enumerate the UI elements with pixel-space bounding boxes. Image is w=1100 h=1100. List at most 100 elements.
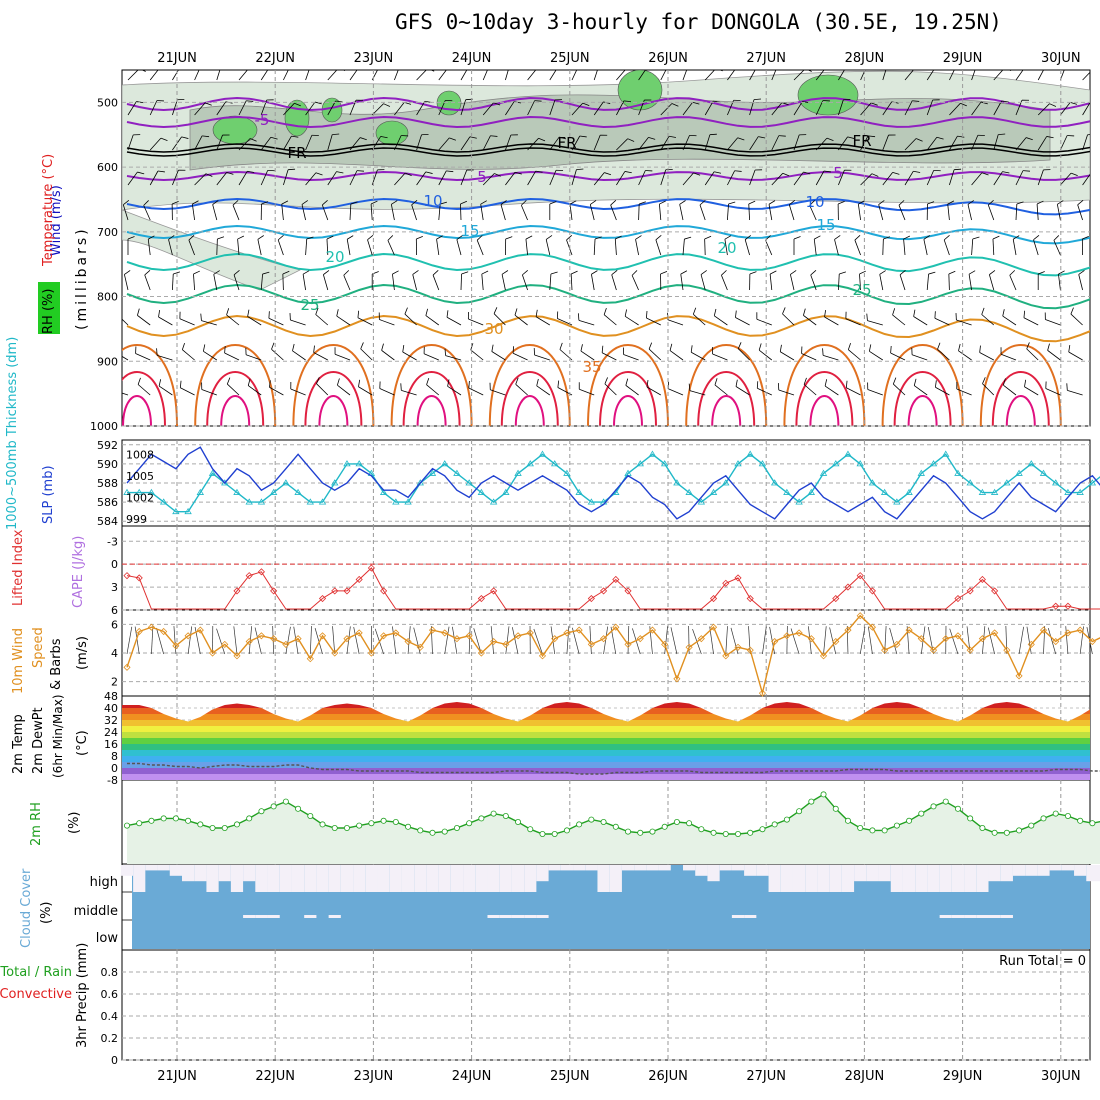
wind-barb-flag bbox=[679, 200, 686, 205]
precip-tick: 0.8 bbox=[101, 966, 119, 979]
rh2m-point bbox=[576, 821, 583, 828]
wind-barb bbox=[903, 239, 906, 256]
wind-barb-flag bbox=[713, 308, 717, 316]
wind-barb bbox=[655, 239, 662, 256]
wind-barb bbox=[245, 354, 262, 361]
wind-barb-flag bbox=[425, 171, 433, 174]
pressure-tick: 1000 bbox=[90, 420, 118, 433]
thickness-point bbox=[514, 469, 522, 476]
temp2m-tick: 16 bbox=[104, 738, 118, 751]
wind-barb-flag bbox=[1082, 235, 1089, 240]
wind-barb bbox=[878, 204, 884, 221]
isotherm-40 bbox=[795, 370, 854, 426]
thickness-point bbox=[172, 507, 180, 515]
wind-barb-flag bbox=[1013, 235, 1020, 240]
wind-barb bbox=[247, 316, 262, 326]
lifted-index-point bbox=[709, 594, 718, 603]
wind-barb bbox=[232, 205, 240, 221]
wind-barb bbox=[700, 274, 706, 291]
wind-barb-flag bbox=[737, 342, 742, 349]
wind-barb bbox=[1037, 169, 1044, 186]
wind-barb-flag bbox=[648, 342, 653, 350]
wind-barb-flag bbox=[960, 102, 967, 107]
wind-barb-flag bbox=[627, 138, 635, 142]
wind-barb bbox=[436, 239, 440, 256]
wind-barb bbox=[1009, 275, 1017, 291]
date-label-top: 24JUN bbox=[452, 51, 492, 66]
thickness-point bbox=[868, 479, 877, 486]
wind-barb bbox=[704, 70, 716, 81]
wind-barb-flag bbox=[212, 200, 219, 205]
precip-tick: 0.4 bbox=[101, 1010, 119, 1023]
wind-barb bbox=[904, 171, 914, 186]
rh2m-point bbox=[918, 810, 925, 817]
wind10m-barb bbox=[603, 626, 609, 655]
rh2m-point bbox=[343, 825, 350, 832]
wind-barb bbox=[343, 275, 351, 291]
rh2m-point bbox=[979, 825, 986, 832]
isotherm bbox=[126, 96, 1090, 112]
wind-barb-flag bbox=[913, 309, 916, 317]
wind-barb bbox=[714, 384, 728, 396]
wind-barb-flag bbox=[158, 379, 162, 387]
temp-band bbox=[122, 726, 1090, 732]
wind-barb-flag bbox=[954, 168, 962, 171]
mid-cloud-gap bbox=[1000, 915, 1013, 918]
temp-band bbox=[122, 774, 1090, 780]
wind-barb bbox=[1045, 388, 1061, 396]
wind-barb-flag bbox=[980, 101, 988, 105]
wind-barb bbox=[188, 239, 195, 256]
wind-barb-flag bbox=[823, 170, 831, 173]
wind10m-point bbox=[758, 689, 767, 697]
wind-barb-flag bbox=[173, 271, 181, 275]
wind-barb bbox=[301, 204, 306, 221]
high-cloud-gap bbox=[536, 865, 549, 882]
wind10m-barb bbox=[353, 627, 360, 655]
wind-barb-flag bbox=[291, 135, 299, 138]
wind-barb-flag bbox=[171, 200, 179, 205]
wind-barb bbox=[527, 170, 536, 186]
thickness-tick: 588 bbox=[97, 477, 118, 490]
wind-barb bbox=[971, 239, 974, 256]
temp2m-area bbox=[122, 702, 1090, 780]
wind10m-point bbox=[844, 626, 852, 634]
lifted-index-point bbox=[1064, 602, 1072, 610]
slp-tick: 999 bbox=[126, 513, 147, 526]
wind-barb-flag bbox=[493, 307, 498, 314]
wind-barb bbox=[481, 274, 484, 291]
wind10m-point bbox=[942, 635, 950, 643]
wind-barb bbox=[724, 239, 728, 256]
lifted-index-point bbox=[966, 587, 974, 595]
wind10m-point bbox=[318, 632, 327, 640]
wind10m-point bbox=[477, 649, 485, 657]
isotherm-35 bbox=[881, 343, 964, 426]
mid-cloud-gap bbox=[511, 915, 525, 918]
high-cloud-gap bbox=[829, 865, 842, 892]
date-label-top: 26JUN bbox=[648, 51, 688, 66]
wind-barb-flag bbox=[358, 379, 361, 387]
temp-band bbox=[122, 750, 1090, 756]
lifted-index-point bbox=[257, 568, 265, 576]
wind10m-barb bbox=[173, 626, 177, 655]
wind-barb bbox=[911, 354, 928, 361]
wind-barb bbox=[460, 273, 462, 291]
wind-barb bbox=[216, 134, 223, 151]
wind-barb bbox=[579, 388, 595, 396]
wind10m-point bbox=[343, 635, 351, 643]
wind-barb-flag bbox=[947, 200, 955, 205]
rh2m-point bbox=[136, 820, 143, 827]
wind-barb bbox=[367, 239, 373, 256]
lifted-index-point bbox=[355, 575, 363, 584]
wind-barb-flag bbox=[899, 270, 906, 276]
precip-axis-label: 3hr Precip (mm) bbox=[75, 943, 90, 1048]
rh2m-point bbox=[490, 810, 497, 817]
high-cloud-gap bbox=[939, 865, 952, 892]
wind-barb bbox=[882, 134, 889, 151]
wind-barb bbox=[913, 316, 928, 326]
wind-barb bbox=[982, 383, 995, 396]
wind-barb-flag bbox=[535, 309, 538, 317]
wind-barb bbox=[679, 204, 684, 221]
temp-axis-label: Temperature (°C) bbox=[41, 154, 56, 267]
rh2m-point bbox=[539, 831, 546, 838]
wind-barb-flag bbox=[892, 172, 900, 175]
